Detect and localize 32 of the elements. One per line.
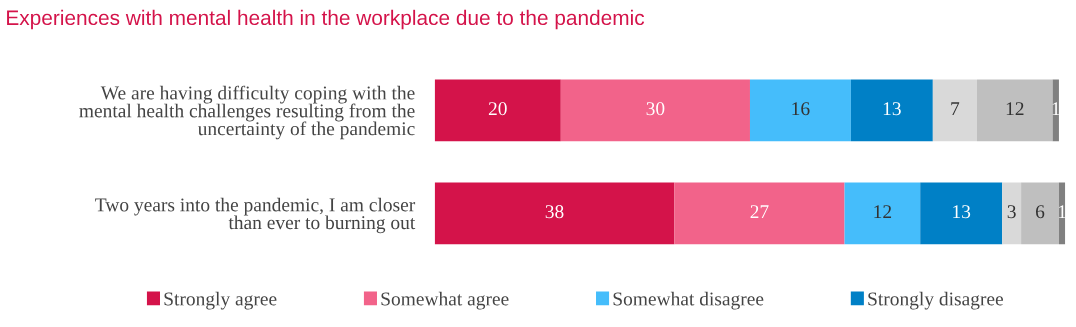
bar <box>434 79 561 142</box>
bar <box>932 79 977 142</box>
data-label: 38 <box>545 205 564 219</box>
y-tick-label: Two years into the pandemic, I am closer than ever to burning out <box>95 197 416 234</box>
bar <box>749 79 851 142</box>
bar <box>1002 182 1022 245</box>
data-label: 6 <box>1035 205 1045 219</box>
data-label: 12 <box>874 205 892 219</box>
y-tick-label: We are having difficulty coping with the mental health challenges resulting from the uncertainty of the pandemic <box>79 85 415 140</box>
legend-label: Somewhat disagree <box>613 291 764 310</box>
bar <box>1021 182 1059 245</box>
bar <box>674 182 845 245</box>
data-label: 1 <box>1052 102 1060 116</box>
bar <box>844 182 921 245</box>
bar <box>976 79 1053 142</box>
data-label: 13 <box>953 205 971 219</box>
data-label: 27 <box>750 205 769 219</box>
data-label: 30 <box>646 102 665 116</box>
legend-label: Strongly disagree <box>868 291 1004 310</box>
bar <box>850 79 933 142</box>
bar <box>434 182 675 245</box>
legend-label: Somewhat agree <box>381 291 509 310</box>
chart-title: Experiences with mental health in the workplace due to the pandemic <box>7 9 645 30</box>
data-label: 13 <box>883 102 901 116</box>
data-label: 7 <box>951 102 960 116</box>
legend-label: Strongly agree <box>164 291 277 310</box>
data-label: 3 <box>1007 205 1016 219</box>
data-label: 16 <box>792 102 810 116</box>
data-label: 20 <box>488 102 507 116</box>
bar <box>560 79 750 142</box>
data-label: 12 <box>1006 102 1024 116</box>
bar <box>920 182 1003 245</box>
